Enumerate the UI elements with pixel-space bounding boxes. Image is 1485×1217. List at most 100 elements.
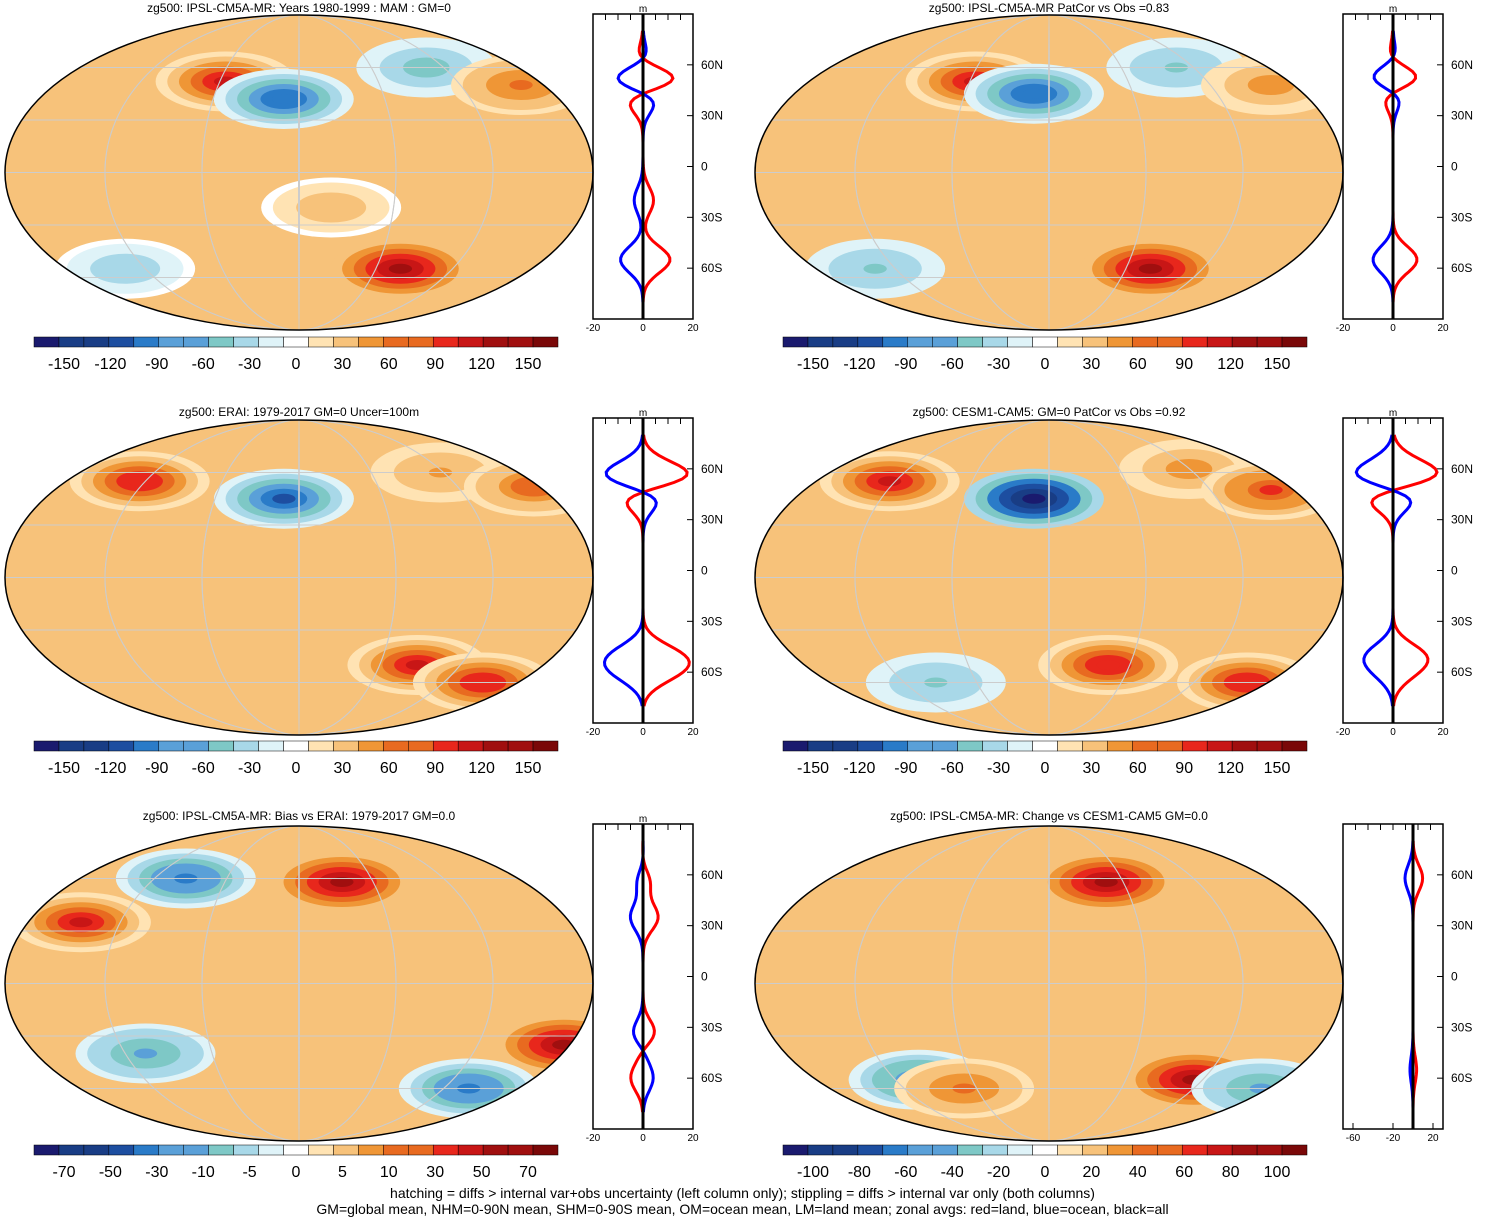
colorbar-box bbox=[907, 740, 933, 752]
zonal-xtick-label: -20 bbox=[1386, 1133, 1401, 1144]
zonal-xtick-label: 20 bbox=[687, 727, 699, 738]
footer-line-2: GM=global mean, NHM=0-90N mean, SHM=0-90… bbox=[316, 1201, 1169, 1217]
zonal-frame bbox=[1342, 823, 1444, 1130]
colorbar-box bbox=[982, 1144, 1008, 1156]
colorbar-box bbox=[1007, 1144, 1033, 1156]
graticule-lon bbox=[201, 826, 397, 1141]
colorbar-box bbox=[108, 336, 135, 348]
anomaly-contour bbox=[113, 263, 137, 274]
zonal-xtick-label: 20 bbox=[1427, 1133, 1439, 1144]
zonal-lat-label: 30S bbox=[701, 210, 722, 224]
zonal-lat-label: 30S bbox=[701, 614, 722, 628]
zonal-lat-label: 30N bbox=[1451, 513, 1473, 527]
colorbar-box bbox=[982, 336, 1008, 348]
colorbar-tick-label: -60 bbox=[192, 760, 215, 777]
colorbar-box bbox=[1157, 740, 1183, 752]
zonal-mean-panel: m -20 0 20 60N 30N 0 30S 60S bbox=[586, 814, 723, 1144]
zonal-line-land bbox=[1384, 30, 1419, 303]
colorbar-box bbox=[1206, 1144, 1233, 1156]
colorbar-box bbox=[383, 336, 409, 348]
colorbar-box bbox=[1057, 336, 1083, 348]
colorbar-box bbox=[283, 1144, 309, 1156]
colorbar-box bbox=[1231, 740, 1258, 752]
zonal-line-ocean bbox=[1354, 434, 1413, 707]
colorbar-box bbox=[782, 740, 809, 752]
zonal-line-ocean bbox=[602, 434, 658, 707]
zonal-lat-label: 60N bbox=[1451, 868, 1473, 882]
map-field bbox=[755, 420, 1343, 735]
panel-title: zg500: ERAI: 1979-2017 GM=0 Uncer=100m bbox=[179, 405, 419, 419]
zonal-unit: m bbox=[639, 814, 647, 825]
colorbar-tick-label: -80 bbox=[848, 1164, 871, 1181]
zonal-lat-label: 0 bbox=[1451, 970, 1458, 984]
zonal-lat-label: 60S bbox=[701, 261, 722, 275]
colorbar-tick-label: -150 bbox=[797, 356, 829, 373]
footer-line-1: hatching = diffs > internal var+obs unce… bbox=[390, 1185, 1095, 1201]
colorbar: -70 -50 -30 -10 -5 0 5 10 30 50 70 bbox=[33, 1144, 559, 1181]
colorbar-box bbox=[208, 740, 234, 752]
panel-6: zg500: IPSL-CM5A-MR: Change vs CESM1-CAM… bbox=[754, 809, 1473, 1181]
colorbar-tick-label: -20 bbox=[987, 1164, 1010, 1181]
zonal-mean-panel: m -20 0 20 60N 30N 0 30S 60S bbox=[1336, 4, 1473, 334]
colorbar-tick-label: 40 bbox=[1129, 1164, 1147, 1181]
zonal-unit: m bbox=[1389, 408, 1397, 419]
colorbar-box bbox=[258, 740, 284, 752]
colorbar-tick-label: 70 bbox=[519, 1164, 537, 1181]
colorbar: -100 -80 -60 -40 -20 0 20 40 60 80 100 bbox=[782, 1144, 1308, 1181]
zonal-lat-label: 30S bbox=[1451, 614, 1472, 628]
zonal-lat-label: 60N bbox=[1451, 58, 1473, 72]
colorbar-box bbox=[1082, 740, 1108, 752]
colorbar-tick-label: 10 bbox=[380, 1164, 398, 1181]
colorbar-box bbox=[283, 740, 309, 752]
map-field bbox=[755, 826, 1343, 1141]
graticule-lon bbox=[201, 15, 397, 330]
colorbar-box bbox=[507, 336, 534, 348]
graticule-lon bbox=[854, 15, 1244, 330]
colorbar-box bbox=[457, 740, 484, 752]
anomaly-contour bbox=[272, 493, 296, 504]
colorbar-box bbox=[1032, 740, 1058, 752]
colorbar-box bbox=[33, 336, 60, 348]
graticule-lon bbox=[854, 826, 1244, 1141]
colorbar-tick-label: 0 bbox=[1041, 1164, 1050, 1181]
zonal-line-ocean bbox=[1371, 30, 1401, 303]
zonal-lat-label: 30S bbox=[1451, 210, 1472, 224]
colorbar-box bbox=[457, 1144, 484, 1156]
map-field bbox=[5, 826, 593, 1141]
colorbar-box bbox=[258, 336, 284, 348]
graticule-lon bbox=[951, 826, 1147, 1141]
colorbar-tick-label: 30 bbox=[334, 760, 352, 777]
colorbar-box bbox=[1082, 336, 1108, 348]
colorbar-box bbox=[782, 1144, 809, 1156]
map-field bbox=[5, 15, 593, 330]
colorbar-tick-label: -100 bbox=[797, 1164, 829, 1181]
zonal-lat-label: 30N bbox=[701, 513, 723, 527]
colorbar-tick-label: -30 bbox=[145, 1164, 168, 1181]
zonal-lat-label: 60S bbox=[701, 1071, 722, 1085]
colorbar-tick-label: -90 bbox=[894, 760, 917, 777]
graticule-lon bbox=[298, 15, 300, 330]
graticule-lon bbox=[1048, 420, 1050, 735]
colorbar-box bbox=[807, 740, 834, 752]
colorbar-box bbox=[383, 1144, 409, 1156]
colorbar-tick-label: -120 bbox=[843, 760, 875, 777]
colorbar-box bbox=[807, 336, 834, 348]
colorbar-tick-label: 60 bbox=[380, 760, 398, 777]
colorbar-box bbox=[383, 740, 409, 752]
colorbar-tick-label: 150 bbox=[515, 356, 542, 373]
colorbar-tick-label: 150 bbox=[515, 760, 542, 777]
colorbar-box bbox=[1132, 1144, 1158, 1156]
anomaly-contour bbox=[877, 476, 902, 487]
colorbar-box bbox=[358, 740, 384, 752]
colorbar-box bbox=[932, 740, 958, 752]
graticule-lon bbox=[1048, 15, 1050, 330]
zonal-xtick-label: 20 bbox=[687, 323, 699, 334]
colorbar: -150 -120 -90 -60 -30 0 30 60 90 120 150 bbox=[782, 740, 1308, 777]
colorbar-tick-label: -150 bbox=[797, 760, 829, 777]
panel-title: zg500: IPSL-CM5A-MR: Years 1980-1999 : M… bbox=[147, 1, 451, 15]
zonal-lat-label: 30N bbox=[1451, 109, 1473, 123]
colorbar-box bbox=[432, 740, 459, 752]
anomaly-contour bbox=[1022, 493, 1046, 504]
colorbar-box bbox=[532, 740, 559, 752]
